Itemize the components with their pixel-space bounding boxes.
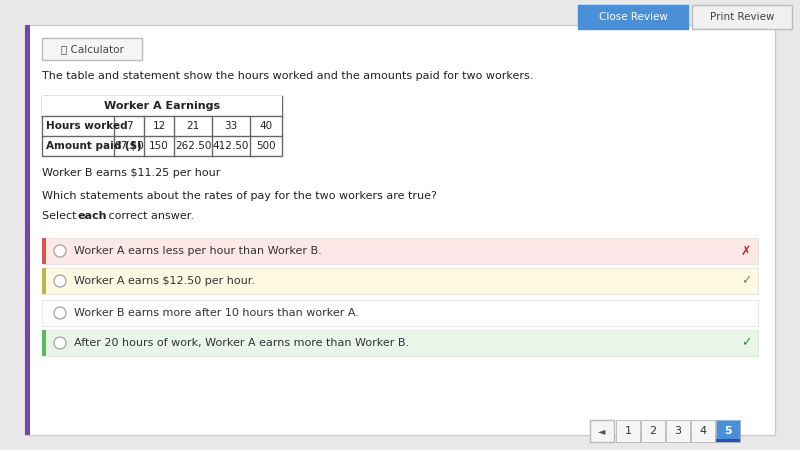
Bar: [616, 420, 640, 442]
Text: Worker A Earnings: Worker A Earnings: [104, 101, 220, 111]
Bar: [42, 96, 282, 156]
Text: ✗: ✗: [741, 244, 751, 257]
Text: 1: 1: [625, 426, 631, 436]
Text: Worker A earns $12.50 per hour.: Worker A earns $12.50 per hour.: [74, 276, 255, 286]
Circle shape: [54, 275, 66, 287]
Text: 2: 2: [650, 426, 657, 436]
Text: Worker A earns less per hour than Worker B.: Worker A earns less per hour than Worker…: [74, 246, 322, 256]
Text: The table and statement show the hours worked and the amounts paid for two worke: The table and statement show the hours w…: [42, 71, 534, 81]
Text: 4: 4: [699, 426, 706, 436]
Text: ⌗ Calculator: ⌗ Calculator: [61, 44, 123, 54]
Text: 3: 3: [674, 426, 682, 436]
Text: 7: 7: [126, 121, 132, 131]
Text: 12: 12: [152, 121, 166, 131]
Bar: [578, 5, 688, 29]
Text: 412.50: 412.50: [213, 141, 249, 151]
Bar: [42, 38, 142, 60]
Bar: [42, 238, 758, 264]
Bar: [666, 420, 690, 442]
Text: Close Review: Close Review: [598, 12, 667, 22]
Text: 40: 40: [259, 121, 273, 131]
Text: ✓: ✓: [741, 337, 751, 350]
Bar: [590, 420, 614, 442]
Text: 150: 150: [149, 141, 169, 151]
Text: 87.50: 87.50: [114, 141, 144, 151]
Text: Amount paid ($): Amount paid ($): [46, 141, 142, 151]
Text: Print Review: Print Review: [710, 12, 774, 22]
Text: 33: 33: [224, 121, 238, 131]
Text: 500: 500: [256, 141, 276, 151]
Text: Worker B earns $11.25 per hour: Worker B earns $11.25 per hour: [42, 168, 220, 178]
Circle shape: [54, 245, 66, 257]
Bar: [42, 268, 46, 294]
Bar: [716, 420, 740, 442]
Text: correct answer.: correct answer.: [105, 211, 194, 221]
Text: 262.50: 262.50: [175, 141, 211, 151]
Bar: [691, 420, 715, 442]
Text: After 20 hours of work, Worker A earns more than Worker B.: After 20 hours of work, Worker A earns m…: [74, 338, 409, 348]
Text: 21: 21: [186, 121, 200, 131]
Text: Select: Select: [42, 211, 80, 221]
Text: Hours worked: Hours worked: [46, 121, 128, 131]
Text: ✓: ✓: [741, 274, 751, 288]
Bar: [42, 96, 282, 116]
Text: Which statements about the rates of pay for the two workers are true?: Which statements about the rates of pay …: [42, 191, 437, 201]
Bar: [641, 420, 665, 442]
Text: Worker B earns more after 10 hours than worker A.: Worker B earns more after 10 hours than …: [74, 308, 359, 318]
Bar: [716, 439, 740, 442]
Bar: [42, 300, 758, 326]
Bar: [42, 330, 46, 356]
Circle shape: [54, 307, 66, 319]
Bar: [42, 330, 758, 356]
Text: each: each: [77, 211, 106, 221]
Bar: [42, 238, 46, 264]
Bar: [692, 5, 792, 29]
Text: 5: 5: [724, 426, 732, 436]
Text: ◄: ◄: [598, 426, 606, 436]
Bar: [42, 268, 758, 294]
Circle shape: [54, 337, 66, 349]
Bar: [25, 25, 30, 435]
